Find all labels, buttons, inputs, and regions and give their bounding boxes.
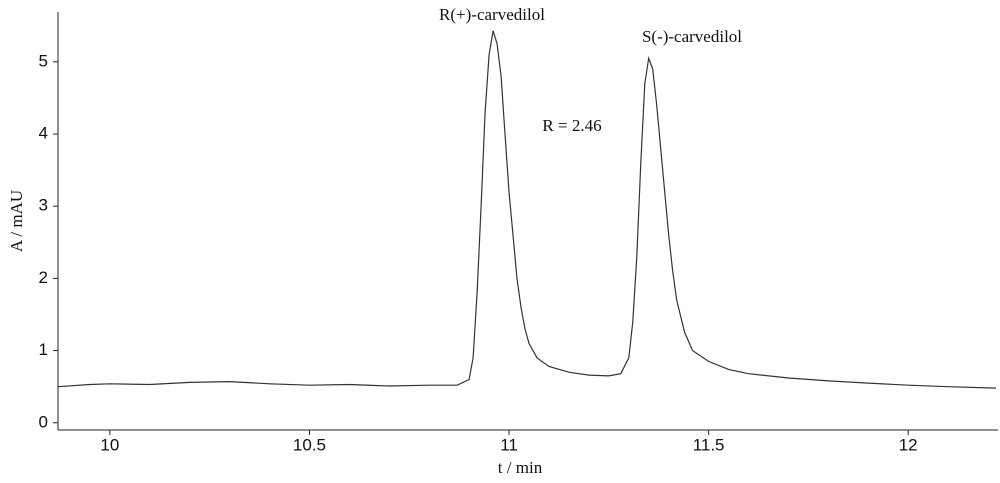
y-tick-label: 1 <box>39 340 48 359</box>
x-tick-label: 10.5 <box>293 435 326 454</box>
y-tick-label: 4 <box>39 123 48 142</box>
x-tick-label: 11.5 <box>693 435 725 454</box>
x-tick-label: 10 <box>100 435 119 454</box>
y-tick-label: 0 <box>39 412 48 431</box>
line-series <box>57 30 997 389</box>
annotation: S(-)-carvedilol <box>642 27 742 46</box>
x-tick-label: 11 <box>500 435 518 454</box>
x-tick-label: 12 <box>899 435 918 454</box>
y-tick-label: 2 <box>39 268 48 287</box>
annotation: R(+)-carvedilol <box>439 5 545 24</box>
y-tick-label: 3 <box>39 196 48 215</box>
y-axis-label: A / mAU <box>7 190 26 252</box>
annotation: R = 2.46 <box>542 116 601 135</box>
y-tick-label: 5 <box>39 51 48 70</box>
x-axis-label: t / min <box>498 458 543 477</box>
